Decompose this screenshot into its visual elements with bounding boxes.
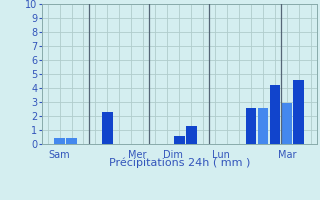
Bar — [269, 85, 280, 144]
Bar — [174, 136, 185, 144]
Bar — [102, 112, 113, 144]
Bar — [258, 108, 268, 144]
Text: Mar: Mar — [278, 150, 296, 160]
Bar — [282, 103, 292, 144]
Bar — [54, 138, 65, 144]
Bar — [66, 138, 77, 144]
Bar — [186, 126, 196, 144]
Text: Lun: Lun — [212, 150, 230, 160]
Bar — [293, 80, 304, 144]
Text: Mer: Mer — [128, 150, 147, 160]
Text: Sam: Sam — [49, 150, 70, 160]
Text: Dim: Dim — [163, 150, 183, 160]
X-axis label: Précipitations 24h ( mm ): Précipitations 24h ( mm ) — [108, 158, 250, 168]
Bar — [246, 108, 256, 144]
